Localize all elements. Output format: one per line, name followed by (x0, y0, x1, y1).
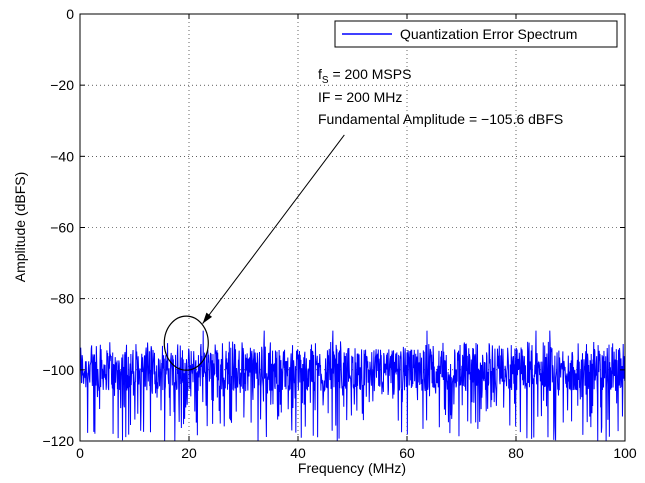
annotation-fs-subscript: S (322, 75, 329, 86)
x-tick-label: 80 (508, 445, 524, 461)
y-tick-label: −20 (50, 77, 74, 93)
y-tick-label: −60 (50, 220, 74, 236)
tick-labels: 0 20 40 60 80 100 0 −20 −40 −60 −80 −100 −120 (42, 6, 636, 461)
x-tick-label: 0 (76, 445, 84, 461)
annotations: fS = 200 MSPS IF = 200 MHz Fundamental A… (163, 66, 563, 371)
ticks (79, 13, 626, 442)
annotation-arrow (202, 134, 345, 324)
x-tick-label: 20 (181, 445, 197, 461)
y-tick-label: 0 (66, 6, 74, 22)
y-tick-label: −80 (50, 291, 74, 307)
grid (80, 14, 625, 441)
annotation-fs-value: = 200 MSPS (329, 66, 412, 82)
x-tick-label: 60 (399, 445, 415, 461)
legend-label: Quantization Error Spectrum (400, 26, 577, 42)
annotation-circle (163, 315, 209, 371)
annotation-fs-main: f (318, 66, 322, 82)
y-tick-label: −100 (42, 362, 74, 378)
x-axis-label: Frequency (MHz) (298, 460, 406, 476)
annotation-fs: fS = 200 MSPS (318, 66, 411, 86)
x-tick-label: 100 (613, 445, 637, 461)
series-quantization-error (80, 330, 625, 441)
x-tick-label: 40 (290, 445, 306, 461)
legend: Quantization Error Spectrum (334, 20, 618, 48)
y-axis-label: Amplitude (dBFS) (12, 172, 28, 282)
series-layer (80, 330, 625, 441)
annotation-if: IF = 200 MHz (318, 89, 402, 105)
annotation-fundamental: Fundamental Amplitude = −105.6 dBFS (318, 111, 563, 127)
y-tick-label: −40 (50, 148, 74, 164)
y-tick-label: −120 (42, 433, 74, 449)
annotation-arrowhead (202, 312, 213, 324)
